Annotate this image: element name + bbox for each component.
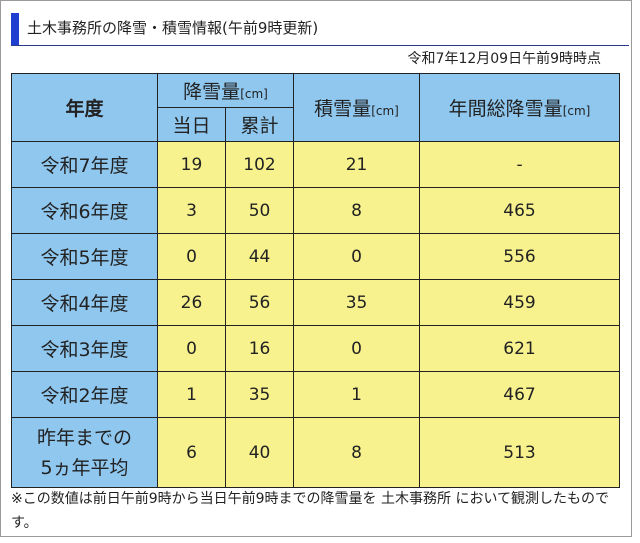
cell-annual: 556 xyxy=(419,233,621,280)
cell-total: 50 xyxy=(224,187,295,234)
cell-depth: 8 xyxy=(293,417,421,488)
cell-annual: 459 xyxy=(419,279,621,326)
cell-depth: 1 xyxy=(293,371,421,418)
cell-depth: 0 xyxy=(293,325,421,372)
header-today: 当日 xyxy=(157,107,226,142)
table-row: 令和7年度 19 102 21 - xyxy=(11,141,621,188)
table-row: 令和2年度 1 35 1 467 xyxy=(11,371,621,418)
table-row: 令和3年度 0 16 0 621 xyxy=(11,325,621,372)
row-year: 令和2年度 xyxy=(11,371,158,418)
cell-total: 16 xyxy=(224,325,295,372)
header-annual-unit: [cm] xyxy=(562,104,591,118)
avg-label-line1: 昨年までの xyxy=(36,426,132,449)
cell-annual: - xyxy=(419,141,621,188)
table-row-average: 昨年までの 5ヵ年平均 6 40 8 513 xyxy=(11,417,621,488)
cell-total: 35 xyxy=(224,371,295,418)
cell-total: 44 xyxy=(224,233,295,280)
cell-depth: 21 xyxy=(293,141,421,188)
header-annual: 年間総降雪量[cm] xyxy=(419,73,621,142)
header-depth: 積雪量[cm] xyxy=(293,73,421,142)
table-row: 令和6年度 3 50 8 465 xyxy=(11,187,621,234)
header-annual-label: 年間総降雪量 xyxy=(448,98,563,120)
cell-today: 19 xyxy=(157,141,226,188)
cell-today: 0 xyxy=(157,325,226,372)
cell-depth: 0 xyxy=(293,233,421,280)
cell-today: 1 xyxy=(157,371,226,418)
cell-annual: 467 xyxy=(419,371,621,418)
cell-depth: 35 xyxy=(293,279,421,326)
row-year: 令和4年度 xyxy=(11,279,158,326)
title-accent-bar xyxy=(11,13,19,45)
row-year: 令和7年度 xyxy=(11,141,158,188)
header-snowfall-unit: [cm] xyxy=(240,87,268,101)
row-year: 令和5年度 xyxy=(11,233,158,280)
snow-table: 年度 降雪量[cm] 積雪量[cm] 年間総降雪量[cm] 当日 累計 令和7年… xyxy=(11,73,621,488)
header-snowfall: 降雪量[cm] xyxy=(156,73,295,108)
table-row: 令和4年度 26 56 35 459 xyxy=(11,279,621,326)
cell-depth: 8 xyxy=(293,187,421,234)
cell-today: 6 xyxy=(157,417,226,488)
cell-annual: 465 xyxy=(419,187,621,234)
page-title: 土木事務所の降雪・積雪情報(午前9時更新) xyxy=(27,19,319,37)
cell-total: 56 xyxy=(224,279,295,326)
row-year: 令和3年度 xyxy=(11,325,158,372)
cell-today: 26 xyxy=(157,279,226,326)
header-year: 年度 xyxy=(11,73,158,142)
row-average-label: 昨年までの 5ヵ年平均 xyxy=(11,417,158,488)
snow-info-panel: 土木事務所の降雪・積雪情報(午前9時更新) 令和7年12月09日午前9時時点 年… xyxy=(0,0,632,537)
cell-total: 102 xyxy=(224,141,295,188)
update-timestamp: 令和7年12月09日午前9時時点 xyxy=(407,51,601,67)
cell-total: 40 xyxy=(224,417,295,488)
row-year: 令和6年度 xyxy=(11,187,158,234)
title-bar: 土木事務所の降雪・積雪情報(午前9時更新) xyxy=(11,13,629,46)
cell-annual: 513 xyxy=(419,417,621,488)
cell-today: 0 xyxy=(157,233,226,280)
cell-today: 3 xyxy=(157,187,226,234)
header-depth-label: 積雪量 xyxy=(314,98,372,120)
avg-label-line2: 5ヵ年平均 xyxy=(40,456,129,479)
header-total: 累計 xyxy=(224,107,295,142)
footnote: ※この数値は前日午前9時から当日午前9時までの降雪量を 土木事務所 において観測… xyxy=(11,491,610,531)
header-depth-unit: [cm] xyxy=(371,104,399,118)
table-row: 令和5年度 0 44 0 556 xyxy=(11,233,621,280)
cell-annual: 621 xyxy=(419,325,621,372)
header-snowfall-label: 降雪量 xyxy=(183,81,241,103)
